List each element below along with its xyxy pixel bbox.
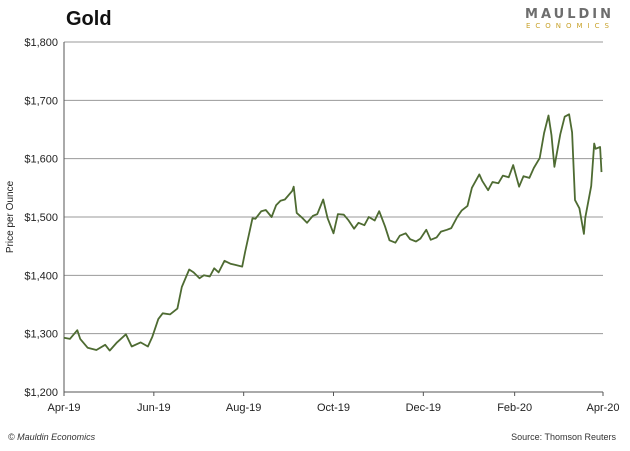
logo-main-text: MAULDIN xyxy=(525,7,614,22)
mauldin-logo: MAULDIN ECONOMICS xyxy=(525,8,614,31)
x-tick-label: Apr-20 xyxy=(586,402,619,414)
x-tick-labels: Apr-19 Jun-19 Aug-19 Oct-19 Dec-19 Feb-20 Apr-… xyxy=(47,402,619,414)
y-tick-label: $1,500 xyxy=(24,212,58,224)
source-note: Source: Thomson Reuters xyxy=(511,432,616,442)
x-tick-label: Jun-19 xyxy=(137,402,171,414)
series-line-gold xyxy=(63,113,603,352)
logo-sub-text: ECONOMICS xyxy=(525,22,614,30)
axes xyxy=(63,42,604,396)
y-tick-label: $1,200 xyxy=(24,387,58,399)
x-tick-label: Dec-19 xyxy=(406,402,441,414)
y-axis-label: Price per Ounce xyxy=(5,180,16,253)
x-tick-label: Feb-20 xyxy=(497,402,532,414)
y-tick-label: $1,600 xyxy=(24,154,58,166)
y-tick-label: $1,800 xyxy=(24,37,58,49)
grid-lines xyxy=(64,41,603,335)
y-tick-label: $1,700 xyxy=(24,95,58,107)
chart-title: Gold xyxy=(66,8,112,30)
copyright-note: © Mauldin Economics xyxy=(8,432,96,442)
y-tick-labels: $1,200 $1,300 $1,400 $1,500 $1,600 $1,700 $1,8… xyxy=(24,37,58,399)
x-tick-label: Apr-19 xyxy=(47,402,80,414)
y-tick-label: $1,400 xyxy=(24,270,58,282)
y-tick-label: $1,300 xyxy=(24,329,58,341)
x-tick-label: Aug-19 xyxy=(226,402,261,414)
x-tick-label: Oct-19 xyxy=(317,402,350,414)
